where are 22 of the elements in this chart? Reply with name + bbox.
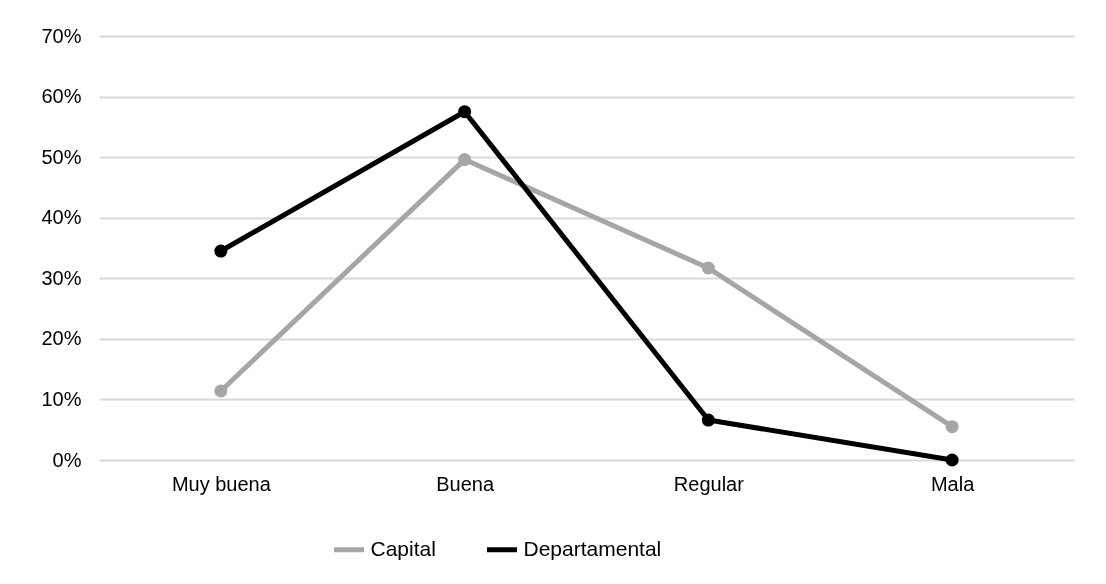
x-tick-label: Mala bbox=[930, 472, 976, 495]
point bbox=[945, 420, 959, 434]
y-tick-label: 0% bbox=[52, 448, 82, 471]
legend-label: Departamental bbox=[523, 536, 662, 560]
x-tick-label: Buena bbox=[436, 472, 495, 495]
y-tick-label: 20% bbox=[41, 327, 82, 350]
y-tick-label: 40% bbox=[41, 206, 82, 229]
y-tick-label: 50% bbox=[41, 145, 82, 168]
point bbox=[945, 453, 959, 467]
point bbox=[458, 105, 472, 119]
x-tick-label: Regular bbox=[673, 472, 745, 495]
legend-label: Capital bbox=[370, 536, 436, 560]
point bbox=[214, 244, 228, 258]
y-tick-label: 70% bbox=[41, 24, 82, 47]
point bbox=[458, 153, 472, 167]
x-tick-label: Muy buena bbox=[171, 472, 272, 495]
y-tick-label: 60% bbox=[41, 85, 82, 108]
point bbox=[214, 384, 228, 398]
point bbox=[701, 413, 715, 427]
y-tick-label: 10% bbox=[41, 387, 82, 410]
y-tick-label: 30% bbox=[41, 266, 82, 289]
point bbox=[701, 261, 715, 275]
